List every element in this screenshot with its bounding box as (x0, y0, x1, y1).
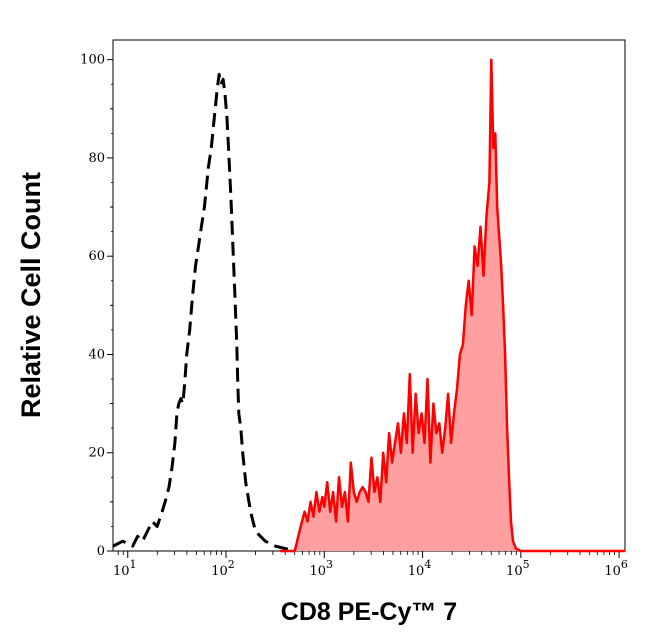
y-tick-label: 80 (88, 151, 105, 166)
series-1-area (280, 59, 625, 551)
y-tick-label: 20 (88, 446, 105, 461)
y-axis-title: Relative Cell Count (16, 172, 46, 418)
y-tick-label: 60 (88, 249, 105, 264)
x-tick-label: 102 (211, 558, 235, 579)
y-tick-label: 100 (80, 53, 105, 68)
y-axis: 0 20 40 60 80 100 (80, 53, 113, 559)
x-axis: 101 102 103 104 105 106 (113, 551, 628, 579)
y-tick-label: 0 (97, 544, 105, 559)
x-tick-label: 106 (604, 558, 628, 579)
x-tick-label: 104 (408, 558, 432, 579)
plot-frame (112, 39, 626, 552)
x-tick-label: 103 (310, 558, 334, 579)
series-layer (112, 58, 625, 553)
x-tick-label: 105 (506, 558, 530, 579)
y-tick-label: 40 (88, 347, 105, 362)
minor-ticks (110, 83, 616, 555)
series-0-line (112, 72, 296, 553)
x-tick-label: 101 (113, 558, 137, 579)
series-1-line (280, 58, 625, 553)
x-axis-title: CD8 PE-Cy™ 7 (281, 598, 457, 626)
